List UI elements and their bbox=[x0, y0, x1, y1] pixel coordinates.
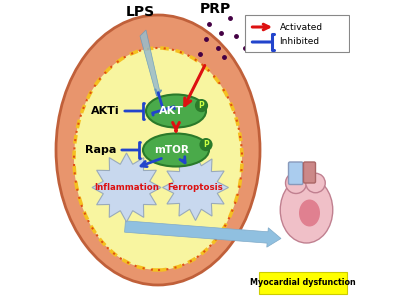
Text: Myocardial dysfunction: Myocardial dysfunction bbox=[250, 278, 356, 287]
Text: P: P bbox=[199, 101, 204, 110]
Text: Ferroptosis: Ferroptosis bbox=[168, 183, 223, 192]
Ellipse shape bbox=[280, 177, 333, 243]
Polygon shape bbox=[162, 154, 228, 220]
Ellipse shape bbox=[286, 172, 306, 194]
Text: AKTi: AKTi bbox=[91, 106, 120, 116]
FancyBboxPatch shape bbox=[288, 162, 303, 184]
FancyBboxPatch shape bbox=[304, 162, 316, 183]
Text: Activated: Activated bbox=[280, 22, 323, 32]
Text: PRP: PRP bbox=[199, 2, 231, 16]
Ellipse shape bbox=[74, 48, 242, 270]
Text: P: P bbox=[203, 140, 209, 149]
Ellipse shape bbox=[306, 173, 325, 193]
Circle shape bbox=[195, 99, 208, 112]
Polygon shape bbox=[140, 30, 160, 96]
FancyArrow shape bbox=[124, 221, 281, 247]
FancyBboxPatch shape bbox=[245, 15, 348, 52]
Text: mTOR: mTOR bbox=[154, 145, 189, 155]
Text: Rapa: Rapa bbox=[85, 145, 117, 155]
Ellipse shape bbox=[146, 94, 206, 128]
Circle shape bbox=[199, 138, 213, 151]
FancyBboxPatch shape bbox=[258, 272, 347, 294]
Text: Inflammation: Inflammation bbox=[94, 183, 159, 192]
Ellipse shape bbox=[56, 15, 260, 285]
Polygon shape bbox=[92, 153, 161, 222]
Ellipse shape bbox=[143, 134, 209, 166]
Text: LPS: LPS bbox=[126, 5, 154, 19]
Text: AKT: AKT bbox=[159, 106, 184, 116]
Text: Inhibited: Inhibited bbox=[280, 38, 320, 46]
Ellipse shape bbox=[299, 200, 320, 226]
